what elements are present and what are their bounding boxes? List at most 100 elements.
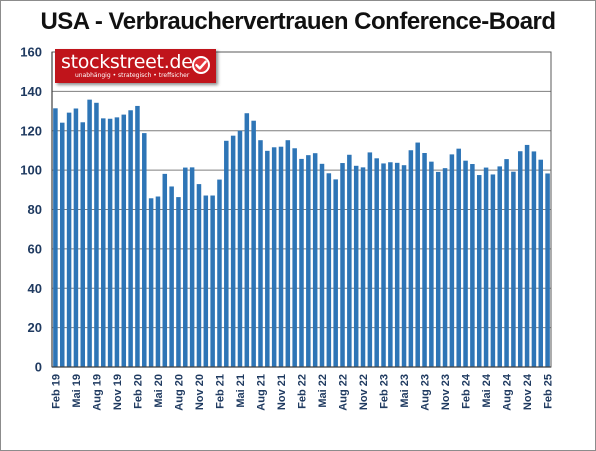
- x-tick-label: Nov 23: [440, 374, 452, 410]
- x-tick-label: Aug 19: [91, 374, 103, 411]
- x-tick-label: Nov 22: [358, 374, 370, 410]
- bar: [374, 158, 379, 367]
- bar: [183, 167, 188, 367]
- bar: [299, 158, 304, 367]
- bar: [224, 140, 229, 367]
- bars: [53, 99, 550, 368]
- y-tick-labels: 0 20 40 60 80 100 120 140 160: [20, 45, 42, 375]
- stockstreet-logo: stockstreet.de unabhängig • strategisch …: [55, 49, 216, 83]
- bar: [353, 165, 359, 367]
- y-tick-label: 80: [28, 202, 42, 217]
- x-tick-label: Nov 19: [112, 374, 124, 410]
- checkmark-icon: [192, 56, 210, 74]
- logo-name: stockstreet.de: [61, 51, 193, 73]
- x-tick-label: Nov 21: [276, 374, 288, 410]
- bar: [258, 140, 263, 367]
- bar: [538, 159, 543, 367]
- bar: [244, 113, 250, 367]
- y-tick-label: 140: [20, 84, 42, 99]
- bar: [504, 159, 509, 367]
- bar: [203, 195, 209, 367]
- x-tick-label: Mai 24: [481, 373, 493, 408]
- bar: [340, 163, 345, 367]
- bar: [319, 163, 325, 367]
- x-tick-label: Mai 19: [71, 374, 83, 408]
- bar: [497, 166, 502, 367]
- x-tick-label: Nov 20: [194, 374, 206, 410]
- bar: [196, 184, 202, 367]
- y-tick-label: 160: [20, 45, 42, 60]
- bar: [347, 154, 352, 367]
- x-tick-label: Feb 24: [461, 373, 473, 409]
- x-tick-label: Aug 23: [420, 374, 432, 411]
- bar: [114, 117, 120, 367]
- bar: [135, 105, 140, 367]
- x-tick-label: Aug 20: [173, 374, 185, 411]
- chart-title: USA - Verbrauchervertrauen Conference-Bo…: [40, 8, 556, 35]
- bar: [107, 118, 113, 368]
- x-tick-labels: Feb 19 Mai 19 Aug 19 Nov 19 Feb 20 Mai 20 Aug …: [50, 373, 554, 411]
- bar: [511, 171, 516, 367]
- bar: [381, 163, 386, 367]
- bar: [490, 174, 496, 367]
- x-tick-label: Mai 23: [399, 374, 411, 408]
- bar: [333, 179, 338, 367]
- bar: [148, 198, 154, 367]
- y-tick-label: 40: [28, 281, 42, 296]
- x-tick-label: Feb 20: [132, 374, 144, 409]
- bar: [449, 154, 455, 368]
- bar: [73, 108, 79, 367]
- bar: [326, 173, 332, 367]
- bar: [121, 114, 127, 367]
- x-tick-label: Feb 22: [297, 374, 309, 409]
- bar: [442, 168, 448, 367]
- bar: [429, 161, 434, 367]
- bar: [435, 171, 441, 367]
- bar: [401, 165, 407, 367]
- bar: [101, 118, 106, 367]
- bar: [422, 153, 427, 367]
- y-tick-label: 60: [28, 241, 42, 256]
- bar: [60, 122, 65, 368]
- bar: [94, 102, 99, 367]
- x-tick-label: Nov 24: [522, 373, 534, 410]
- x-tick-label: Feb 19: [50, 374, 62, 409]
- bar: [237, 130, 243, 367]
- bar: [66, 112, 72, 367]
- bar: [217, 179, 222, 367]
- bar: [176, 197, 181, 367]
- x-tick-label: Feb 25: [543, 374, 555, 409]
- bar: [271, 147, 277, 367]
- bar: [476, 175, 482, 367]
- x-tick-label: Mai 20: [153, 374, 165, 408]
- bar: [285, 140, 291, 367]
- bar: [251, 120, 256, 368]
- x-tick-label: Feb 21: [214, 374, 226, 409]
- y-tick-label: 20: [28, 320, 42, 335]
- bar: [306, 155, 311, 367]
- bar: [456, 148, 461, 367]
- bar: [80, 122, 86, 367]
- bar: [142, 133, 147, 367]
- bar: [128, 110, 133, 368]
- x-tick-label: Feb 23: [379, 374, 391, 409]
- bar: [394, 162, 400, 367]
- bar: [312, 153, 318, 367]
- bar: [265, 150, 270, 367]
- bar: [169, 186, 174, 367]
- y-tick-label: 120: [20, 123, 42, 138]
- bar: [524, 144, 530, 367]
- bar: [155, 196, 161, 367]
- y-tick-label: 100: [20, 163, 42, 178]
- axes: [51, 51, 552, 368]
- bar: [545, 173, 550, 367]
- bar: [87, 99, 92, 367]
- x-tick-label: Mai 21: [235, 374, 247, 408]
- bar: [531, 151, 537, 367]
- y-tick-label: 0: [35, 360, 42, 375]
- x-tick-label: Aug 22: [338, 374, 350, 411]
- bar: [292, 148, 297, 367]
- x-tick-label: Aug 24: [502, 373, 514, 411]
- bar: [388, 162, 393, 367]
